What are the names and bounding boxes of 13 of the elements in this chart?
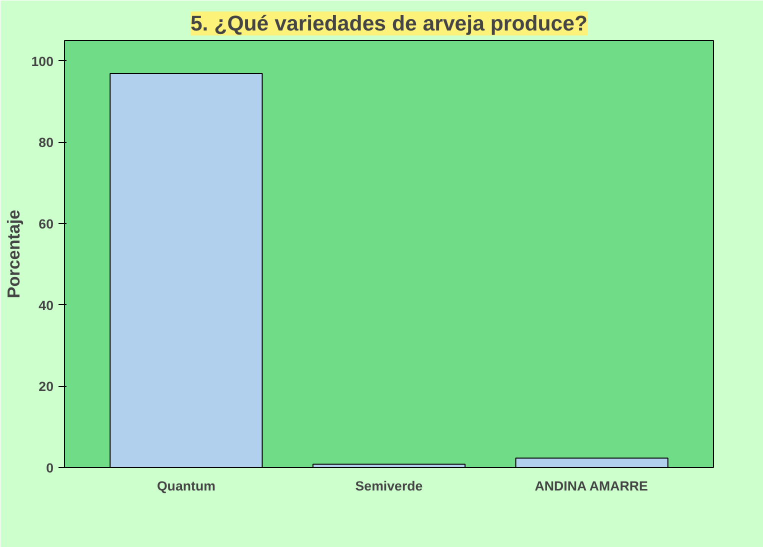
y-tick-label: 80 [38,135,54,150]
x-tick-label: ANDINA AMARRE [534,478,648,494]
x-tick-label: Semiverde [355,478,423,494]
y-tick-label: 40 [38,298,54,313]
bar [110,72,263,468]
y-tick-label: 0 [46,460,54,476]
chart-title: 5. ¿Qué variedades de arveja produce? [190,12,588,36]
y-tick-label: 20 [38,379,54,394]
x-tick-label: Quantum [156,478,216,494]
y-tick-label: 100 [31,54,54,69]
y-axis-title: Porcentaje [3,209,24,298]
bar [515,458,668,468]
y-tick-label: 60 [38,216,54,232]
